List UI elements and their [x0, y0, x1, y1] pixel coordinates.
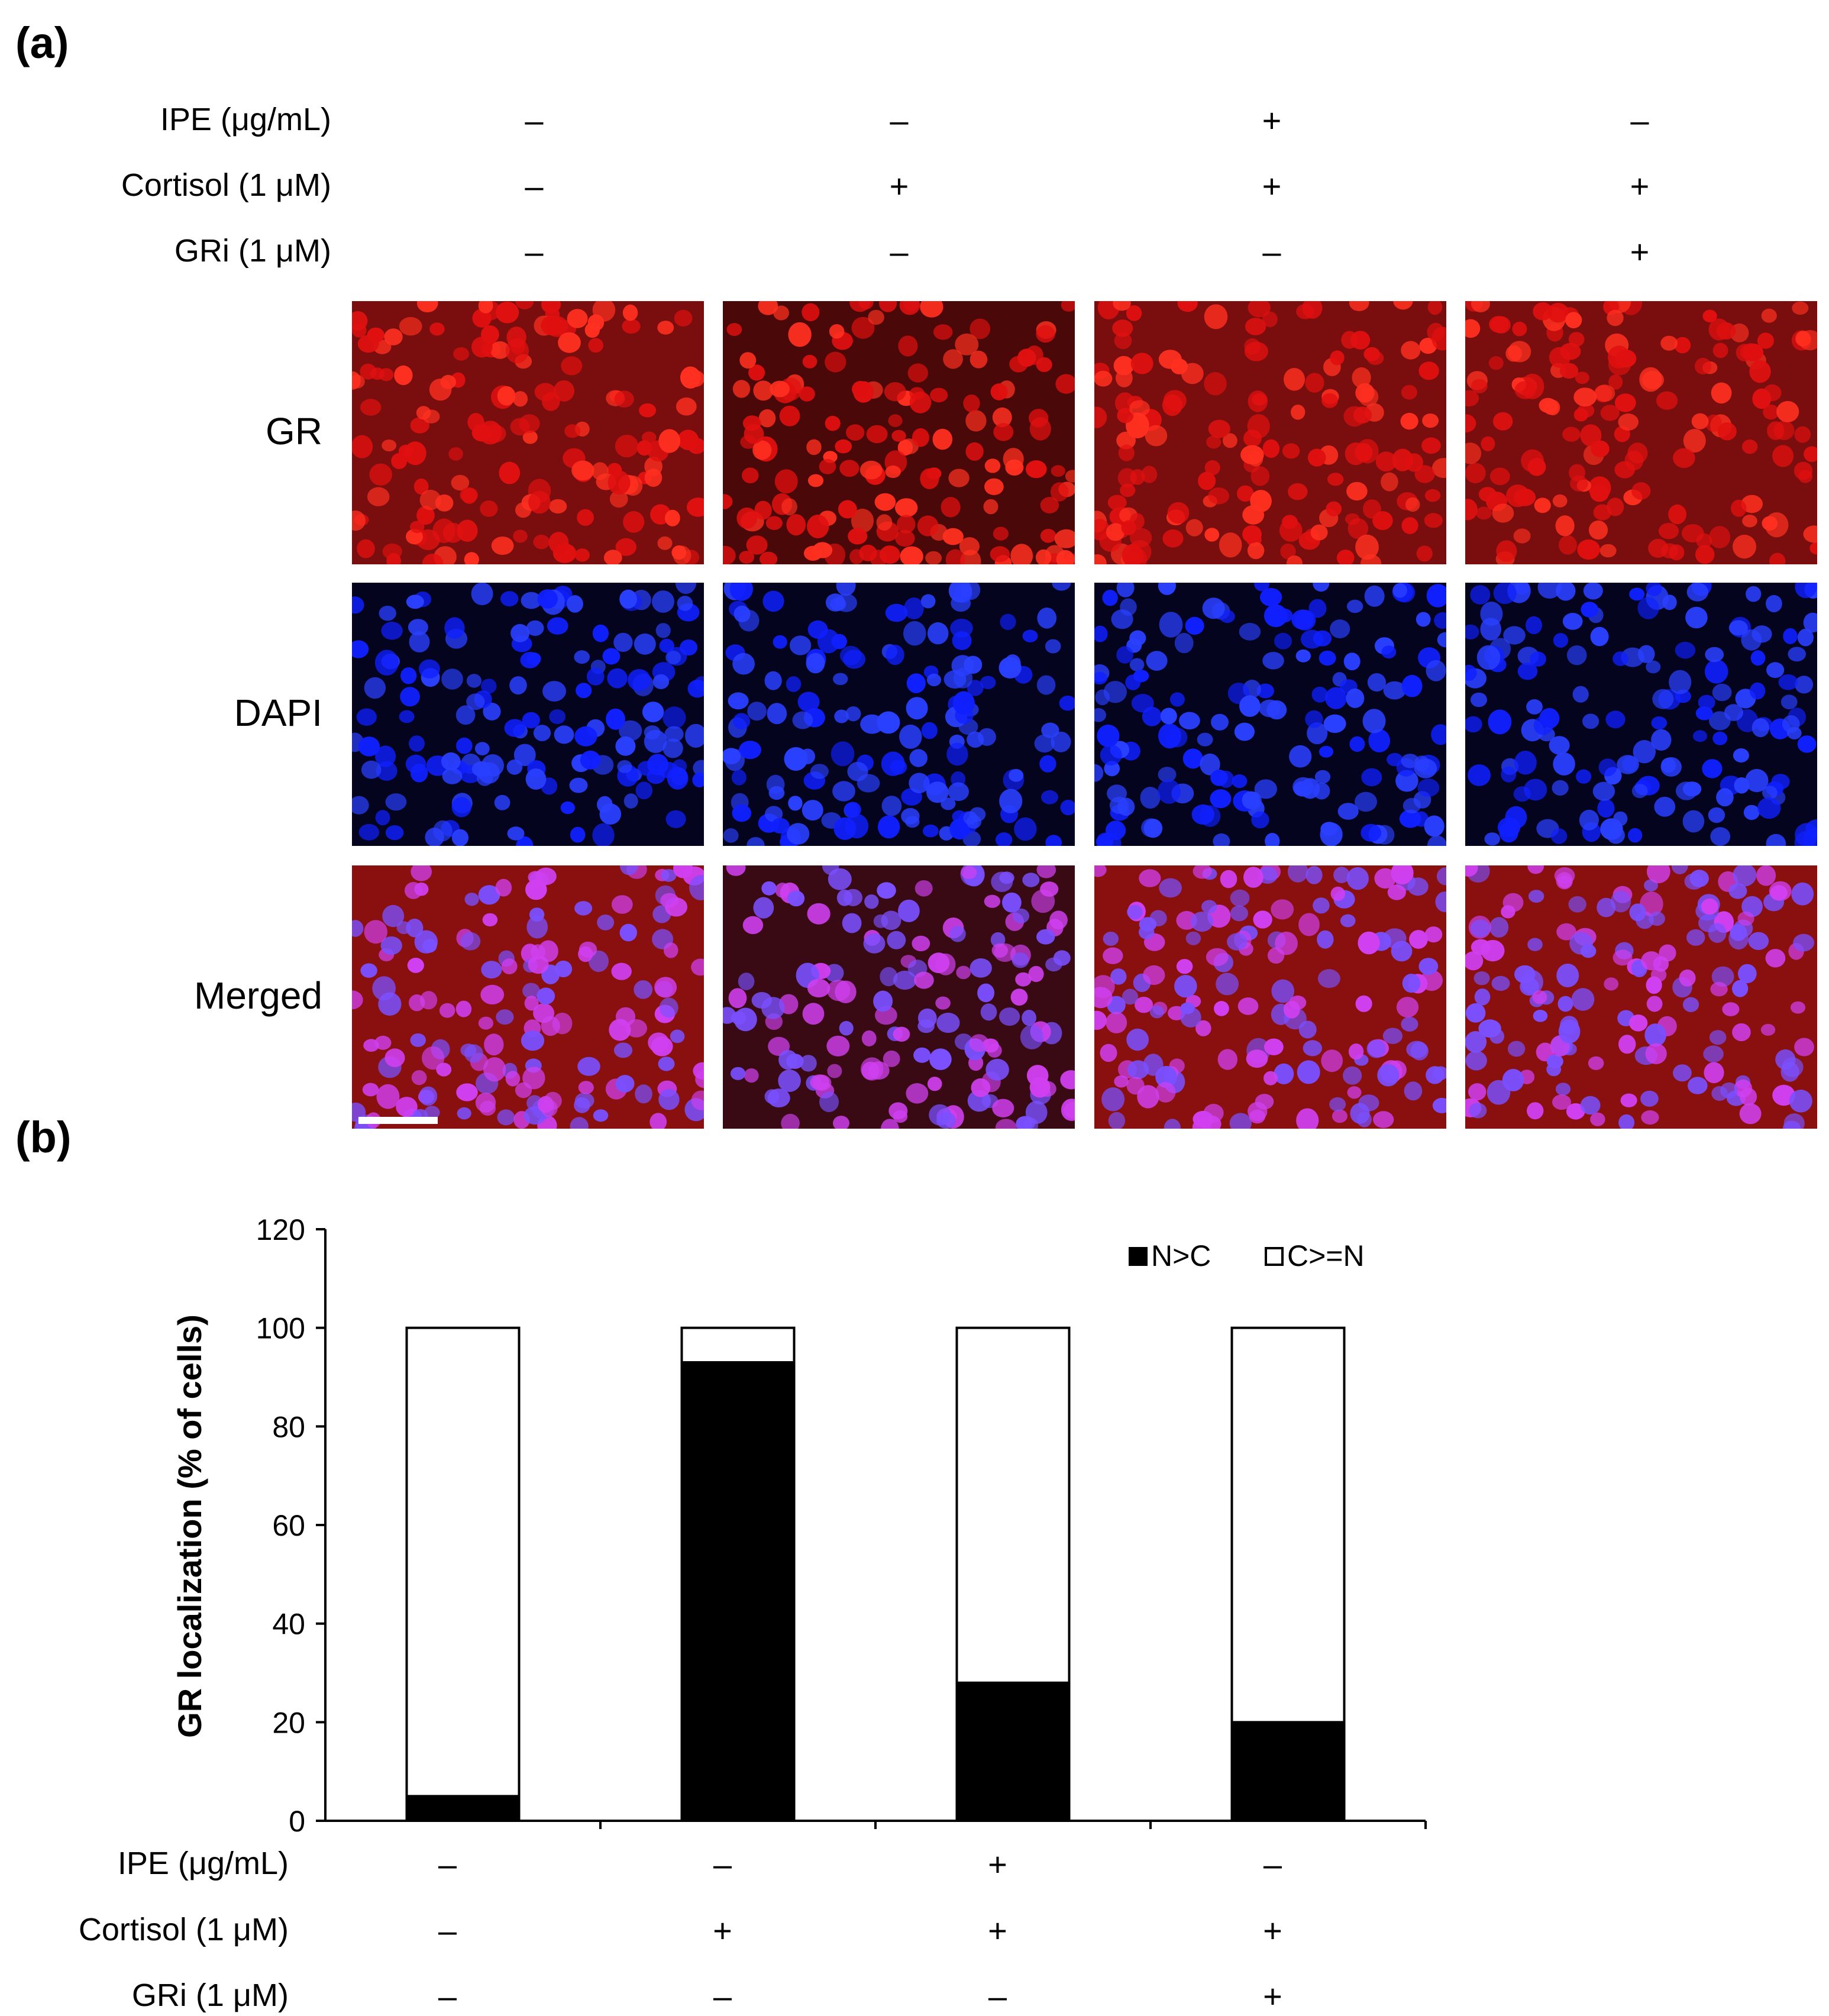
micrograph-red-2 — [723, 301, 1075, 564]
condition-label: Cortisol (1 μM) — [121, 167, 331, 203]
condition-symbol: – — [890, 102, 909, 139]
y-tick-label: 100 — [256, 1312, 305, 1345]
condition-symbol: – — [438, 1846, 457, 1883]
condition-symbol: + — [1263, 1912, 1282, 1949]
condition-label: Cortisol (1 μM) — [78, 1912, 289, 1947]
bar-n-gt-c-3 — [955, 1681, 1071, 1823]
condition-symbol: + — [713, 1912, 732, 1949]
stacked-bar-chart: GR localization (% of cells) 0 20 40 60 80 10… — [171, 1213, 1427, 1838]
y-axis-label: GR localization (% of cells) — [171, 1314, 208, 1738]
bar-n-gt-c-2 — [680, 1361, 796, 1822]
micrograph-red-4 — [1465, 301, 1817, 564]
legend-swatch — [1265, 1247, 1284, 1266]
condition-symbol: – — [525, 102, 544, 139]
y-tick-label: 120 — [256, 1213, 305, 1246]
legend-label: N>C — [1151, 1239, 1211, 1272]
condition-label: GRi (1 μM) — [131, 1978, 289, 2013]
y-tick-label: 0 — [289, 1805, 305, 1838]
condition-symbol: – — [988, 1978, 1007, 2015]
condition-symbol: – — [438, 1912, 457, 1949]
micrograph-merged-2 — [723, 865, 1075, 1129]
micrograph-blue-2 — [723, 583, 1075, 846]
legend-label: C>=N — [1287, 1239, 1365, 1272]
row-label-merged: Merged — [194, 974, 322, 1017]
bar-c-ge-n-3 — [955, 1326, 1071, 1684]
legend-item-2: C>=N — [1265, 1239, 1365, 1272]
condition-symbol: – — [525, 233, 544, 270]
condition-symbol: + — [988, 1846, 1007, 1883]
bar-c-ge-n-4 — [1230, 1326, 1346, 1724]
y-tick-label: 60 — [272, 1509, 305, 1542]
legend-swatch — [1129, 1247, 1148, 1266]
scale-bar — [358, 1117, 438, 1124]
y-tick-label: 20 — [272, 1706, 305, 1739]
panel-b-label: (b) — [15, 1113, 72, 1162]
bar-n-gt-c-1 — [405, 1795, 521, 1823]
condition-symbol: + — [988, 1912, 1007, 1949]
y-tick-label: 40 — [272, 1608, 305, 1641]
condition-symbol: + — [1630, 233, 1650, 270]
micrograph-red-3 — [1094, 301, 1446, 564]
condition-symbol: + — [1263, 1978, 1282, 2015]
micrograph-merged-3 — [1094, 865, 1446, 1129]
row-label-dapi: DAPI — [234, 691, 322, 734]
condition-symbol: – — [525, 167, 544, 205]
micrograph-merged-1 — [352, 865, 704, 1129]
condition-symbol: – — [1630, 102, 1649, 139]
condition-symbol: – — [438, 1978, 457, 2015]
micrograph-blue-3 — [1094, 583, 1446, 846]
bar-c-ge-n-1 — [405, 1326, 521, 1798]
condition-symbol: + — [889, 167, 909, 205]
bar-n-gt-c-4 — [1230, 1721, 1346, 1822]
y-tick-label: 80 — [272, 1410, 305, 1443]
condition-label: IPE (μg/mL) — [160, 102, 331, 137]
condition-symbol: – — [713, 1978, 732, 2015]
condition-symbol: – — [1263, 1846, 1282, 1883]
bar-c-ge-n-2 — [680, 1326, 796, 1364]
micrograph-merged-4 — [1465, 865, 1817, 1129]
condition-symbol: + — [1630, 167, 1650, 205]
panel-a-label: (a) — [15, 18, 69, 67]
condition-symbol: – — [713, 1846, 732, 1883]
condition-label: GRi (1 μM) — [174, 233, 331, 269]
condition-symbol: + — [1262, 102, 1282, 139]
condition-symbol: – — [890, 233, 909, 270]
micrograph-blue-1 — [352, 583, 704, 846]
condition-symbol: – — [1262, 233, 1281, 270]
legend-item-1: N>C — [1129, 1239, 1211, 1272]
condition-label: IPE (μg/mL) — [117, 1846, 289, 1881]
micrograph-blue-4 — [1465, 583, 1817, 846]
micrograph-red-1 — [352, 301, 704, 564]
condition-symbol: + — [1262, 167, 1282, 205]
row-label-gr: GR — [266, 409, 322, 453]
